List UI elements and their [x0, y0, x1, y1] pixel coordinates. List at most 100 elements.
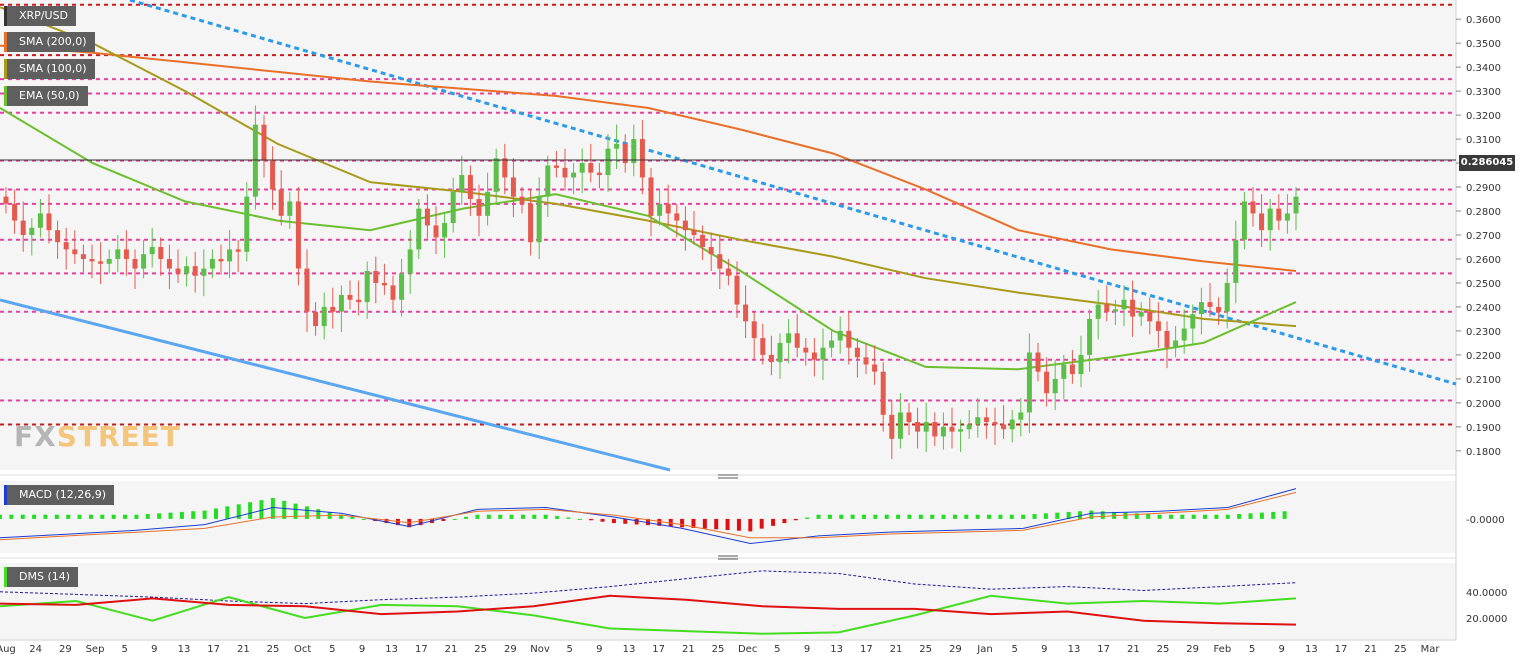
candle-body — [691, 230, 697, 235]
candle-body — [846, 330, 852, 348]
candle-body — [975, 417, 981, 425]
candle-body — [1035, 352, 1041, 372]
candle-body — [571, 172, 577, 178]
x-tick-label: 9 — [1041, 644, 1047, 655]
macd-hist-bar — [202, 510, 207, 519]
x-tick-label: 25 — [1157, 644, 1170, 655]
candle-body — [992, 422, 998, 425]
macd-hist-bar — [248, 502, 253, 519]
resize-handle-1[interactable] — [718, 474, 738, 479]
macd-hist-bar — [600, 518, 605, 522]
candle-body — [614, 143, 620, 149]
candle-body — [381, 282, 387, 286]
x-tick-label: 24 — [29, 644, 42, 655]
candle-body — [175, 268, 181, 274]
x-tick-label: 17 — [1335, 644, 1348, 655]
candle-body — [63, 242, 69, 250]
macd-hist-bar — [736, 518, 741, 531]
macd-hist-bar — [611, 518, 616, 524]
x-tick-label: 5 — [329, 644, 335, 655]
candle-body — [132, 258, 138, 269]
macd-hist-bar — [316, 509, 321, 519]
x-tick-label: 9 — [151, 644, 157, 655]
candle-body — [648, 177, 654, 216]
x-tick-label: 25 — [712, 644, 725, 655]
candle-body — [1276, 208, 1282, 221]
candle-body — [1009, 419, 1015, 430]
macd-hist-bar — [1259, 512, 1264, 519]
x-tick-label: Dec — [738, 644, 757, 655]
macd-hist-bar — [748, 518, 753, 532]
time-axis[interactable]: Aug 24 29 Sep 5 9 13 17 21 25 Oct 5 9 13 17 21 25 29 Nov 5 9… — [0, 639, 1456, 655]
x-tick-label: 13 — [1068, 644, 1081, 655]
candle-body — [166, 258, 172, 269]
candle-body — [209, 258, 215, 269]
macd-hist-bar — [680, 518, 685, 528]
macd-hist-bar — [896, 514, 901, 519]
candle-body — [158, 246, 164, 259]
candle-body — [192, 266, 198, 276]
dms-tick: 20.0000 — [1466, 614, 1507, 625]
macd-hist-bar — [1237, 514, 1242, 519]
macd-hist-bar — [464, 516, 469, 519]
candle-body — [1044, 371, 1050, 394]
symbol-label[interactable]: XRP/USD — [4, 6, 77, 26]
dms-label[interactable]: DMS (14) — [4, 567, 79, 587]
macd-hist-bar — [1146, 514, 1151, 519]
macd-hist-bar — [498, 514, 503, 519]
macd-hist-bar — [862, 514, 866, 519]
macd-hist-bar — [634, 518, 639, 525]
macd-hist-bar — [20, 514, 25, 519]
sma200-label[interactable]: SMA (200,0) — [4, 32, 95, 52]
candle-body — [906, 412, 912, 423]
sma100-label[interactable]: SMA (100,0) — [4, 59, 95, 79]
x-tick-label: 9 — [804, 644, 810, 655]
candle-body — [897, 412, 903, 439]
candle-body — [940, 426, 946, 437]
x-tick-label: 17 — [207, 644, 220, 655]
candle-body — [1241, 201, 1247, 240]
y-tick-label: 0.2900 — [1466, 183, 1501, 194]
candle-body — [46, 213, 52, 231]
x-tick-label: 13 — [385, 644, 398, 655]
macd-hist-bar — [952, 514, 957, 519]
macd-hist-bar — [418, 518, 423, 526]
macd-label[interactable]: MACD (12,26,9) — [4, 485, 115, 505]
macd-hist-bar — [100, 514, 105, 519]
x-tick-label: 17 — [415, 644, 428, 655]
macd-hist-bar — [88, 514, 93, 519]
candle-body — [1121, 299, 1127, 310]
ema50-label[interactable]: EMA (50,0) — [4, 86, 88, 106]
macd-hist-bar — [9, 514, 14, 519]
resize-handle-2[interactable] — [718, 555, 738, 560]
macd-hist-bar — [339, 514, 344, 519]
y-tick-label: 0.3300 — [1466, 87, 1501, 98]
macd-hist-bar — [532, 514, 537, 519]
candle-body — [1130, 299, 1136, 317]
macd-indicator: -0.0000 — [0, 488, 1505, 545]
macd-hist-bar — [964, 514, 969, 519]
candle-body — [958, 429, 964, 432]
candle-body — [313, 311, 319, 327]
candle-body — [545, 165, 551, 197]
candle-body — [1173, 340, 1179, 348]
x-tick-label: 21 — [237, 644, 250, 655]
candle-body — [631, 139, 637, 164]
y-tick-label: 0.3400 — [1466, 63, 1501, 74]
macd-hist-bar — [1066, 511, 1071, 519]
candle-body — [760, 338, 766, 355]
candle-body — [639, 139, 645, 178]
candle-body — [1198, 302, 1204, 315]
macd-hist-bar — [179, 511, 184, 519]
ma-line — [0, 44, 1297, 272]
y-tick-label: 0.2000 — [1466, 399, 1501, 410]
macd-hist-bar — [930, 514, 935, 519]
candle-body — [442, 223, 448, 238]
candle-body — [80, 254, 86, 259]
candle-body — [502, 158, 508, 178]
candle-body — [390, 285, 396, 300]
candle-body — [1087, 318, 1093, 355]
candle-body — [141, 254, 147, 269]
macd-hist-bar — [827, 514, 832, 519]
macd-hist-bar — [0, 514, 2, 519]
